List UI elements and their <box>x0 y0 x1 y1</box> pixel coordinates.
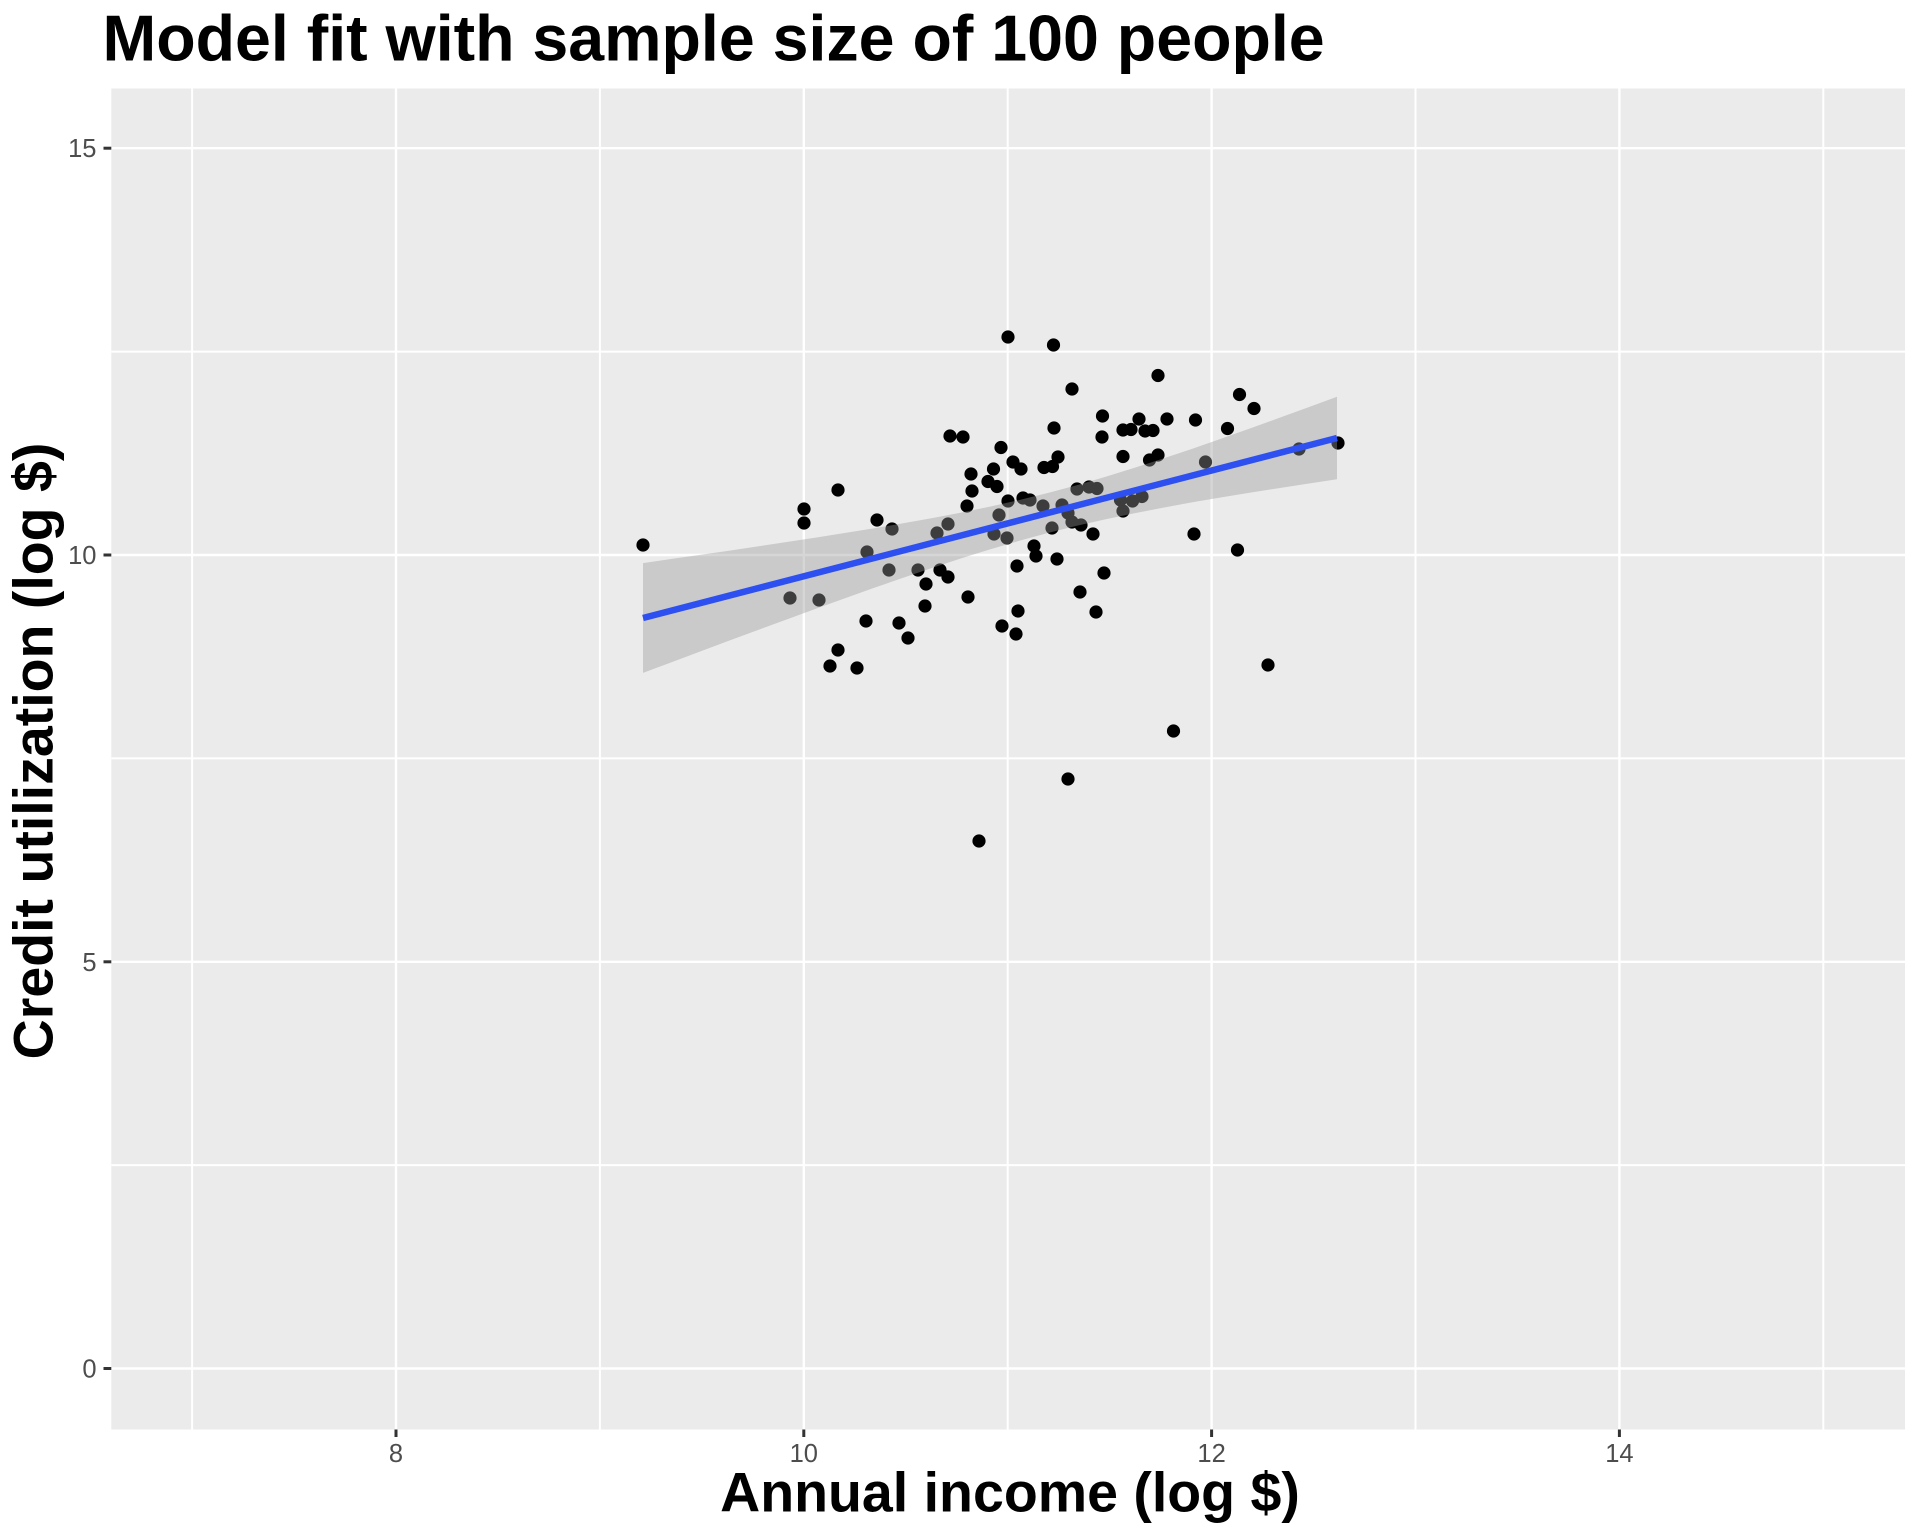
svg-text:14: 14 <box>1605 1440 1633 1468</box>
svg-text:Model fit with sample size of: Model fit with sample size of 100 people <box>103 3 1325 75</box>
svg-text:0: 0 <box>82 1356 96 1384</box>
svg-text:Credit utilization (log $): Credit utilization (log $) <box>3 443 65 1060</box>
svg-text:5: 5 <box>82 949 96 977</box>
svg-text:10: 10 <box>68 542 96 570</box>
svg-text:15: 15 <box>68 135 96 163</box>
svg-text:Annual income (log $): Annual income (log $) <box>720 1462 1300 1524</box>
svg-text:12: 12 <box>1197 1440 1225 1468</box>
svg-text:8: 8 <box>389 1440 403 1468</box>
svg-text:10: 10 <box>790 1440 818 1468</box>
